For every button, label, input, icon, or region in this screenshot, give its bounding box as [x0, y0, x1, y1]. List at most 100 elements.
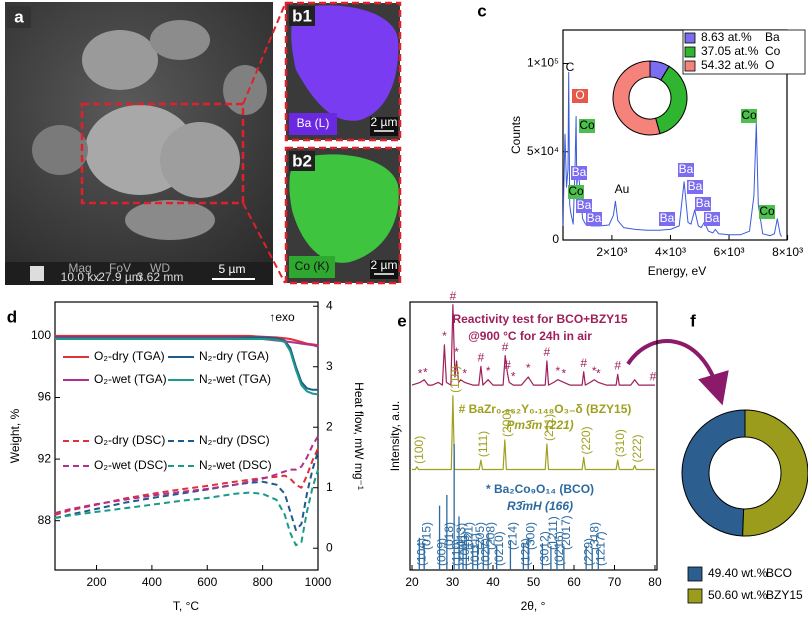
hkl-label: (104): [414, 538, 428, 566]
y-axis-label: Weight, %: [8, 408, 22, 463]
y-tick-label: 92: [38, 451, 52, 465]
legend-swatch: [684, 32, 696, 44]
annotation: # BaZr₀.₈₅₂Y₀.₁₄₈O₃₋δ (BZY15): [459, 402, 632, 416]
annotation: @900 °C for 24h in air: [468, 329, 592, 343]
peak-label-box: [571, 166, 587, 180]
element-label: Ba (L): [297, 116, 330, 130]
legend-label: N₂-dry (TGA): [199, 349, 269, 363]
label-box: [289, 6, 315, 26]
peak-marker: *: [511, 369, 516, 383]
peak-label: Co: [568, 184, 584, 198]
peak-marker: *: [555, 364, 560, 378]
info-value: 10.0 kx: [61, 270, 100, 284]
particle: [32, 125, 88, 175]
particle: [160, 122, 240, 198]
legend-label: N₂-dry (DSC): [199, 433, 270, 447]
hkl-label: (300): [523, 522, 537, 550]
co-map: [289, 154, 399, 263]
hkl-label: (1217): [593, 531, 607, 566]
y-axis-label: Counts: [509, 116, 523, 154]
panel-label: b2: [292, 151, 312, 170]
peak-label: Ba: [705, 211, 720, 225]
x-tick-label: 600: [197, 575, 217, 589]
data-line: [54, 435, 319, 515]
annotation: * Ba₂Co₉O₁₄ (BCO): [486, 482, 594, 496]
legend-label: O₂-wet (DSC): [94, 458, 167, 472]
hkl-label: (200): [500, 409, 514, 437]
peak-label-box: [586, 212, 602, 226]
y-tick-label: 1×10⁵: [527, 56, 559, 70]
y2-tick-label: 2: [326, 419, 333, 433]
x-tick-label: 400: [142, 575, 162, 589]
legend-swatch: [684, 60, 696, 72]
y2-axis-label: Heat flow, mW mg⁻¹: [352, 382, 366, 490]
x-tick-label: 2×10³: [596, 245, 627, 259]
peak-marker: #: [650, 369, 657, 383]
legend-label: BCO: [766, 566, 792, 580]
x-tick-label: 800: [253, 575, 273, 589]
hkl-label: (100): [412, 436, 426, 464]
peak-label: Ba: [696, 196, 711, 210]
legend-value: 8.63 at.%: [701, 30, 752, 44]
peak-label-box: [572, 89, 588, 103]
element-box: [289, 256, 335, 278]
sem-image: Mag 10.0 kx FoV 27.9 µm WD 3.62 mm 5 µm …: [5, 2, 286, 285]
x-tick-label: 200: [87, 575, 107, 589]
peak-marker: #: [544, 345, 551, 359]
legend-label: Co: [765, 44, 781, 58]
y2-tick-label: 0: [326, 540, 333, 554]
zoom-line: [242, 3, 286, 105]
plot-frame: [562, 29, 788, 241]
legend-label: N₂-wet (TGA): [199, 372, 271, 386]
data-line: [562, 71, 783, 237]
panel-label: b1: [292, 6, 312, 25]
particle: [82, 30, 158, 90]
scale-label: 2 µm: [371, 115, 398, 129]
info-bar: [5, 262, 273, 285]
element-label: Co (K): [295, 259, 330, 273]
peak-marker: *: [442, 329, 447, 343]
hkl-label: (1211): [546, 516, 560, 550]
label-box: [7, 6, 31, 28]
info-key: WD: [150, 261, 170, 275]
particle: [150, 20, 210, 60]
legend-swatch: [687, 588, 703, 604]
legend-value: 49.40 wt.%: [708, 566, 768, 580]
peak-marker: *: [486, 364, 491, 378]
arrow: [626, 339, 729, 406]
y-tick-label: 88: [38, 513, 52, 527]
info-key: Mag: [68, 261, 91, 275]
x-tick-label: 40: [486, 575, 500, 589]
peak-marker: #: [580, 356, 587, 370]
hkl-label: (208): [483, 522, 497, 550]
peak-label-box: [704, 212, 720, 226]
particle: [125, 200, 215, 240]
peak-label: Ba: [572, 165, 587, 179]
zoom-box: [80, 102, 245, 205]
hkl-label: (021): [461, 522, 475, 550]
legend-label: O: [765, 58, 774, 72]
legend-label: O₂-dry (TGA): [94, 349, 165, 363]
y-tick-label: 100: [31, 328, 51, 342]
annotation: ↑exo: [269, 310, 295, 324]
peak-label: Co: [741, 108, 757, 122]
peak-label-box: [678, 163, 694, 177]
hkl-label: (027): [478, 538, 492, 566]
legend-label: O₂-dry (DSC): [94, 433, 165, 447]
data-line: [55, 338, 319, 396]
panel-label: f: [690, 311, 696, 330]
donut-slice: [681, 409, 746, 537]
info-value: 27.9 µm: [98, 270, 142, 284]
data-line: [411, 304, 655, 386]
legend-swatch: [687, 566, 703, 582]
x-tick-label: 50: [527, 575, 541, 589]
x-tick-label: 1000: [305, 575, 332, 589]
legend-swatch: [684, 46, 696, 58]
peak-label: Ba: [577, 198, 592, 212]
x-tick-label: 4×10³: [655, 245, 686, 259]
peak-label: Au: [615, 182, 630, 196]
peak-marker: *: [592, 364, 597, 378]
peak-marker: #: [478, 350, 485, 364]
x-tick-label: 6×10³: [714, 245, 745, 259]
hkl-label: (205): [473, 522, 487, 550]
